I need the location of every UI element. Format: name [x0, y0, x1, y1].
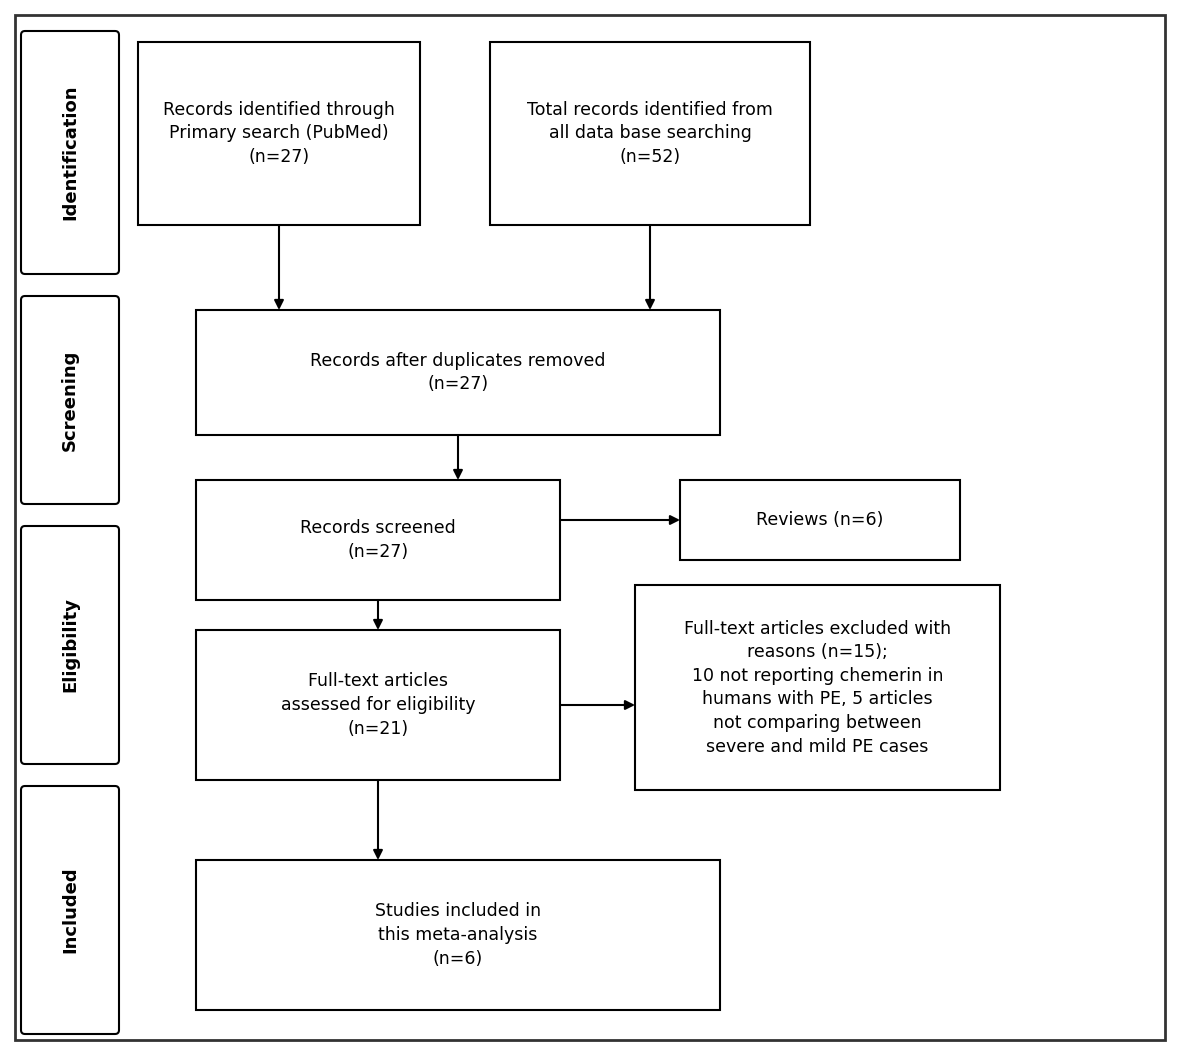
Bar	[635, 585, 1000, 790]
Text: Reviews (n=6): Reviews (n=6)	[756, 511, 884, 529]
Text: Screening: Screening	[61, 349, 79, 451]
Text: Total records identified from
all data base searching
(n=52): Total records identified from all data b…	[528, 101, 773, 167]
Text: Full-text articles excluded with
reasons (n=15);
10 not reporting chemerin in
hu: Full-text articles excluded with reasons…	[684, 620, 952, 755]
Text: Studies included in
this meta-analysis
(n=6): Studies included in this meta-analysis (…	[375, 903, 541, 968]
Text: Included: Included	[61, 867, 79, 954]
FancyBboxPatch shape	[21, 31, 119, 274]
Bar	[197, 480, 560, 601]
FancyBboxPatch shape	[21, 296, 119, 504]
Text: Eligibility: Eligibility	[61, 597, 79, 693]
Bar	[197, 310, 721, 435]
FancyBboxPatch shape	[21, 526, 119, 764]
Text: Full-text articles
assessed for eligibility
(n=21): Full-text articles assessed for eligibil…	[281, 673, 475, 737]
Text: Records screened
(n=27): Records screened (n=27)	[300, 519, 456, 561]
Text: Identification: Identification	[61, 85, 79, 221]
Text: Records after duplicates removed
(n=27): Records after duplicates removed (n=27)	[310, 351, 606, 394]
Bar	[490, 42, 810, 225]
Bar	[138, 42, 420, 225]
Bar	[197, 630, 560, 780]
FancyBboxPatch shape	[21, 786, 119, 1034]
Bar	[680, 480, 960, 560]
Text: Records identified through
Primary search (PubMed)
(n=27): Records identified through Primary searc…	[163, 101, 395, 167]
Bar	[197, 860, 721, 1010]
